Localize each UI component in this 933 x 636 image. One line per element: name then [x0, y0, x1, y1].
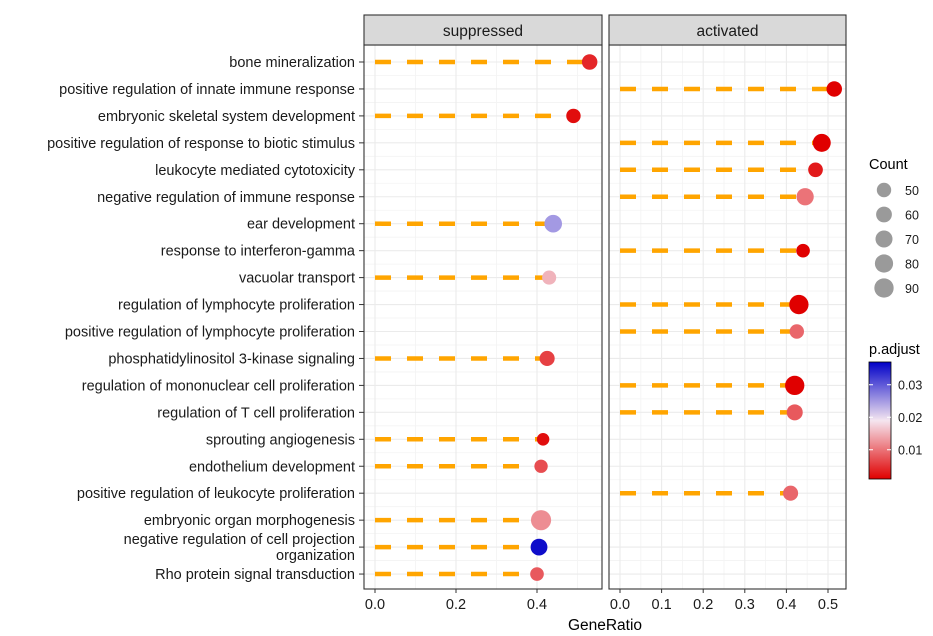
y-tick-label: endothelium development [189, 459, 355, 475]
x-tick-label: 0.4 [776, 597, 796, 613]
p-adjust-colorbar [868, 361, 892, 480]
facet-strip-label: activated [696, 23, 758, 40]
data-point [566, 108, 581, 124]
colorbar-label: 0.03 [898, 378, 922, 392]
y-tick-label: embryonic skeletal system development [98, 109, 355, 125]
count-legend-title: Count [869, 157, 908, 173]
x-tick-label: 0.0 [365, 597, 385, 613]
y-tick-label: response to interferon-gamma [161, 244, 356, 260]
colorbar-label: 0.02 [898, 411, 922, 425]
data-point [796, 243, 810, 258]
y-tick-label: positive regulation of response to bioti… [47, 136, 355, 152]
data-point [783, 485, 799, 501]
count-legend: Count 50 60 70 80 90 [869, 157, 919, 298]
y-tick-label: negative regulation of immune response [97, 190, 355, 206]
count-legend-label: 90 [905, 282, 919, 296]
y-tick-label: ear development [247, 217, 355, 233]
count-legend-label: 80 [905, 258, 919, 272]
data-point [826, 81, 842, 97]
data-point [534, 459, 548, 473]
data-point [785, 375, 805, 396]
y-tick-label: Rho protein signal transduction [155, 567, 355, 583]
y-tick-label: phosphatidylinositol 3-kinase signaling [108, 351, 355, 367]
facet-strip [363, 14, 603, 46]
count-legend-label: 50 [905, 184, 919, 198]
y-tick-label: regulation of T cell proliferation [157, 405, 355, 421]
count-legend-key [876, 206, 892, 223]
y-tick-label: leukocyte mediated cytotoxicity [155, 163, 356, 179]
count-legend-key [874, 254, 894, 273]
data-point [789, 324, 804, 339]
count-legend-label: 70 [905, 233, 919, 247]
y-tick-label: negative regulation of cell projection or… [124, 532, 355, 564]
x-tick-label: 0.0 [610, 597, 630, 613]
data-point [530, 538, 548, 556]
data-point [581, 54, 598, 70]
facet-panel-suppressed: suppressed 0.0 0.2 0.4 [363, 14, 603, 613]
panel-background [364, 45, 602, 589]
y-tick-label: positive regulation of innate immune res… [59, 82, 355, 98]
x-tick-label: 0.5 [818, 597, 838, 613]
facet-panels: suppressed 0.0 0.2 0.4 activated 0.0 0.1 0.2 0.3… [363, 14, 847, 613]
data-point [786, 404, 803, 421]
y-tick-label: sprouting angiogenesis [206, 432, 355, 448]
count-legend-key [875, 230, 893, 248]
y-tick-label: regulation of mononuclear cell prolifera… [82, 378, 355, 394]
data-point [530, 567, 544, 581]
p-adjust-legend: p.adjust 0.01 0.02 0.03 [868, 342, 922, 480]
data-point [530, 510, 552, 531]
x-tick-label: 0.2 [446, 597, 466, 613]
colorbar-label: 0.01 [898, 443, 922, 457]
data-point [542, 270, 557, 285]
x-tick-label: 0.2 [693, 597, 713, 613]
y-tick-label: regulation of lymphocyte proliferation [118, 298, 355, 314]
y-tick-label: positive regulation of lymphocyte prolif… [65, 325, 355, 341]
data-point [812, 133, 831, 152]
x-axis-title: GeneRatio [568, 617, 642, 634]
count-legend-label: 60 [905, 209, 919, 223]
y-tick-label: vacuolar transport [239, 271, 355, 287]
legends: Count 50 60 70 80 90 p.adjust 0.01 0.02 0.03 [868, 157, 922, 480]
x-tick-label: 0.4 [527, 597, 547, 613]
data-point [539, 350, 555, 367]
facet-panel-activated: activated 0.0 0.1 0.2 0.3 0.4 0.5 [608, 14, 847, 613]
data-point [808, 162, 823, 178]
facet-strip [608, 14, 847, 46]
facet-strip-label: suppressed [443, 23, 523, 40]
panel-background [609, 45, 846, 589]
y-tick-label: bone mineralization [229, 55, 355, 71]
x-tick-label: 0.1 [652, 597, 672, 613]
data-point [536, 433, 550, 446]
count-legend-key [874, 278, 894, 298]
x-tick-label: 0.3 [735, 597, 755, 613]
data-point [789, 294, 809, 315]
y-tick-label: positive regulation of leukocyte prolife… [77, 486, 355, 502]
y-axis-labels: bone mineralization positive regulation o… [47, 55, 364, 583]
count-legend-key [876, 182, 892, 198]
data-point [544, 214, 563, 233]
p-adjust-legend-title: p.adjust [869, 342, 920, 358]
data-point [796, 188, 814, 206]
y-tick-label: embryonic organ morphogenesis [144, 513, 355, 529]
